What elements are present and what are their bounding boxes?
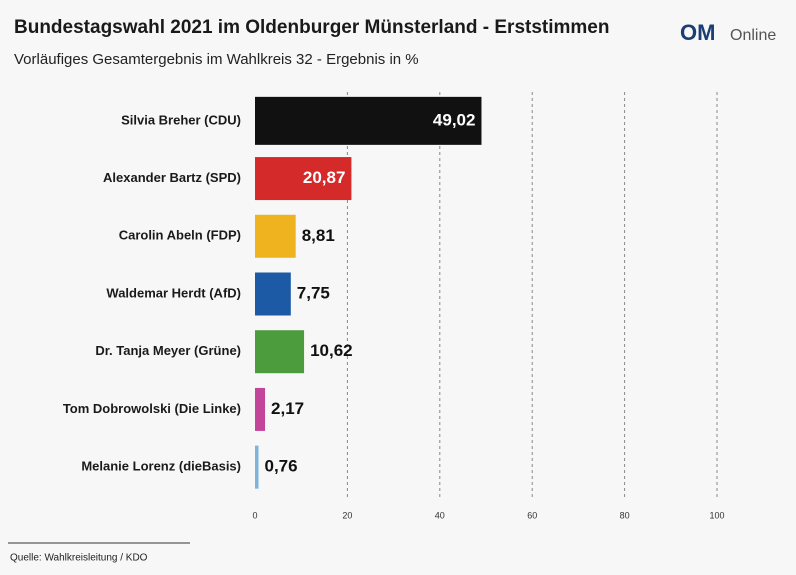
value-label: 49,02 [433,110,476,129]
chart-title: Bundestagswahl 2021 im Oldenburger Münst… [14,17,609,38]
x-tick-label: 80 [620,510,630,520]
value-label: 20,87 [303,168,346,187]
category-label: Waldemar Herdt (AfD) [106,285,241,300]
value-label: 0,76 [265,457,298,476]
logo-mark: OM [680,20,715,45]
x-tick-label: 100 [709,510,724,520]
chart: Bundestagswahl 2021 im Oldenburger Münst… [0,0,796,575]
value-label: 10,62 [310,341,353,360]
bar [255,215,296,258]
x-tick-label: 20 [342,510,352,520]
category-label: Melanie Lorenz (dieBasis) [81,459,241,474]
category-label: Tom Dobrowolski (Die Linke) [63,401,241,416]
chart-subtitle: Vorläufiges Gesamtergebnis im Wahlkreis … [14,51,419,68]
value-label: 8,81 [302,226,335,245]
category-label: Carolin Abeln (FDP) [119,228,241,243]
x-tick-label: 0 [252,510,257,520]
value-label: 2,17 [271,399,304,418]
logo-text: Online [730,27,776,44]
bar [255,446,259,489]
category-label: Dr. Tanja Meyer (Grüne) [95,343,241,358]
category-label: Alexander Bartz (SPD) [103,170,241,185]
bar [255,388,265,431]
x-tick-label: 40 [435,510,445,520]
category-label: Silvia Breher (CDU) [121,112,241,127]
bar [255,330,304,373]
x-tick-label: 60 [527,510,537,520]
bar [255,273,291,316]
value-label: 7,75 [297,283,330,302]
source: Quelle: Wahlkreisleitung / KDO [10,553,148,564]
